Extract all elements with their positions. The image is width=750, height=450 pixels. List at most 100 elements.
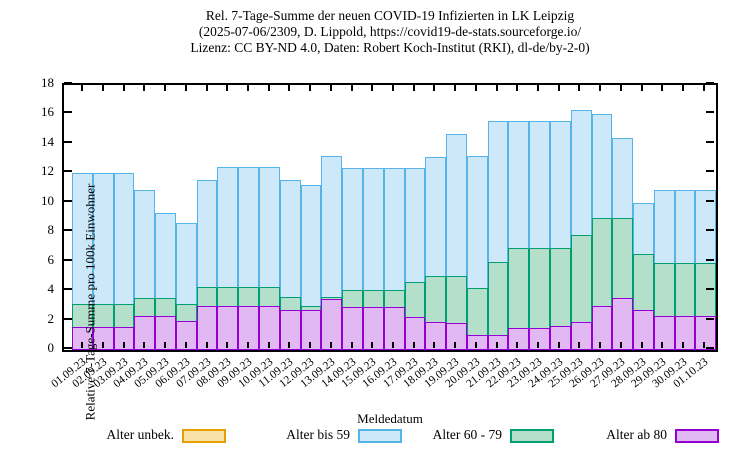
bottom-xtick-16.09.23 xyxy=(392,342,394,348)
top-xtick-30.09.23 xyxy=(681,85,684,91)
bottom-xtick-11.09.23 xyxy=(288,342,291,348)
bar-group-13.09.23 xyxy=(321,85,343,350)
bar-group-17.09.23 xyxy=(404,85,426,350)
bar-30.09.23-alter-ab-80 xyxy=(674,316,696,350)
top-xtick-17.09.23 xyxy=(412,85,415,91)
top-xtick-02.09.23 xyxy=(102,85,105,91)
bottom-xtick-21.09.23 xyxy=(495,342,498,348)
legend-swatch-alter-bis-59 xyxy=(358,429,402,443)
bar-01.10.23-alter-ab-80 xyxy=(695,316,717,350)
bar-group-04.09.23 xyxy=(134,85,156,350)
bar-07.09.23-alter-ab-80 xyxy=(196,305,218,350)
bottom-xtick-10.09.23 xyxy=(267,342,270,348)
bottom-xtick-13.09.23 xyxy=(329,342,332,348)
bottom-xtick-23.09.23 xyxy=(536,342,539,348)
right-ytick-18 xyxy=(706,82,714,84)
bottom-xtick-09.09.23 xyxy=(247,342,250,348)
bar-group-19.09.23 xyxy=(446,85,467,350)
bar-17.09.23-alter-ab-80 xyxy=(404,316,426,350)
legend-swatch-alter-ab-80 xyxy=(675,429,719,443)
bottom-xtick-27.09.23 xyxy=(619,342,622,348)
bottom-xtick-24.09.23 xyxy=(557,342,560,348)
bottom-xtick-29.09.23 xyxy=(661,342,664,348)
bar-05.09.23-alter-ab-80 xyxy=(155,316,176,350)
bottom-xtick-15.09.23 xyxy=(371,342,374,348)
top-xtick-14.09.23 xyxy=(350,85,353,91)
bottom-xtick-26.09.23 xyxy=(599,342,602,348)
bottom-xtick-19.09.23 xyxy=(454,342,457,348)
bottom-xtick-20.09.23 xyxy=(474,342,477,348)
bar-group-12.09.23 xyxy=(300,85,322,350)
right-ytick-0 xyxy=(706,347,714,349)
legend-swatch-alter-60---79 xyxy=(510,429,554,443)
chart-title-line-1: Rel. 7-Tage-Summe der neuen COVID-19 Inf… xyxy=(205,8,575,23)
bar-group-24.09.23 xyxy=(549,85,571,350)
chart-title-line-3: Lizenz: CC BY-ND 4.0, Daten: Robert Koch… xyxy=(190,40,590,55)
bar-group-25.09.23 xyxy=(570,85,592,350)
bar-20.09.23-alter-ab-80 xyxy=(466,335,488,350)
left-ytick-14 xyxy=(64,140,72,143)
bottom-xtick-03.09.23 xyxy=(122,342,125,348)
y-tick-label-10: 10 xyxy=(41,192,54,208)
bottom-xtick-08.09.23 xyxy=(226,342,229,348)
top-xtick-29.09.23 xyxy=(661,85,664,91)
y-tick-label-4: 4 xyxy=(47,281,55,297)
bar-19.09.23-alter-ab-80 xyxy=(446,322,467,350)
bar-group-06.09.23 xyxy=(175,85,197,350)
bottom-xtick-01.09.23 xyxy=(81,342,84,348)
top-xtick-01.10.23 xyxy=(702,85,705,91)
bottom-xtick-25.09.23 xyxy=(578,342,581,348)
bar-14.09.23-alter-ab-80 xyxy=(342,307,363,350)
right-ytick-4 xyxy=(706,288,714,291)
bar-29.09.23-alter-ab-80 xyxy=(653,316,675,350)
top-xtick-25.09.23 xyxy=(578,85,581,91)
top-xtick-08.09.23 xyxy=(226,85,229,91)
bar-06.09.23-alter-ab-80 xyxy=(175,321,197,350)
bar-group-08.09.23 xyxy=(217,85,239,350)
x-axis-label: Meldedatum xyxy=(357,411,423,426)
bottom-xtick-14.09.23 xyxy=(350,342,353,348)
right-ytick-6 xyxy=(706,258,714,261)
plot-frame: Relative 7-Tage-Summe pro 100k Einwohner xyxy=(62,83,718,420)
y-tick-label-14: 14 xyxy=(41,133,54,149)
bar-group-26.09.23 xyxy=(591,85,613,350)
top-xtick-10.09.23 xyxy=(267,85,270,91)
right-ytick-8 xyxy=(706,229,714,232)
bar-21.09.23-alter-ab-80 xyxy=(487,335,509,350)
left-ytick-18 xyxy=(64,82,72,84)
y-tick-label-12: 12 xyxy=(41,163,54,179)
bar-group-16.09.23 xyxy=(383,85,405,350)
bar-group-23.09.23 xyxy=(529,85,550,350)
top-xtick-19.09.23 xyxy=(454,85,457,91)
bottom-xtick-18.09.23 xyxy=(433,342,436,348)
bar-10.09.23-alter-ab-80 xyxy=(259,305,280,350)
y-tick-label-18: 18 xyxy=(41,75,54,90)
top-xtick-04.09.23 xyxy=(143,85,146,91)
top-xtick-28.09.23 xyxy=(640,85,643,91)
bar-group-28.09.23 xyxy=(633,85,654,350)
y-tick-label-0: 0 xyxy=(47,340,55,355)
bar-group-09.09.23 xyxy=(238,85,260,350)
bar-group-22.09.23 xyxy=(508,85,530,350)
bar-group-02.09.23 xyxy=(92,85,114,350)
bar-26.09.23-alter-ab-80 xyxy=(591,305,613,350)
bar-group-18.09.23 xyxy=(425,85,447,350)
bar-group-30.09.23 xyxy=(674,85,696,350)
bottom-xtick-12.09.23 xyxy=(309,342,312,348)
bar-group-27.09.23 xyxy=(612,85,634,350)
bar-18.09.23-alter-ab-80 xyxy=(425,322,447,350)
bar-group-07.09.23 xyxy=(196,85,218,350)
right-ytick-12 xyxy=(706,170,714,173)
bar-01.09.23-alter-ab-80 xyxy=(72,327,93,350)
top-xtick-24.09.23 xyxy=(557,85,560,91)
top-xtick-23.09.23 xyxy=(536,85,539,91)
bar-03.09.23-alter-ab-80 xyxy=(113,327,135,350)
bar-27.09.23-alter-ab-80 xyxy=(612,298,634,350)
top-xtick-13.09.23 xyxy=(329,85,332,91)
bottom-xtick-06.09.23 xyxy=(184,342,187,348)
top-xtick-07.09.23 xyxy=(205,85,208,91)
top-xtick-11.09.23 xyxy=(288,85,291,91)
right-ytick-2 xyxy=(706,317,714,320)
bottom-xtick-28.09.23 xyxy=(640,342,643,348)
